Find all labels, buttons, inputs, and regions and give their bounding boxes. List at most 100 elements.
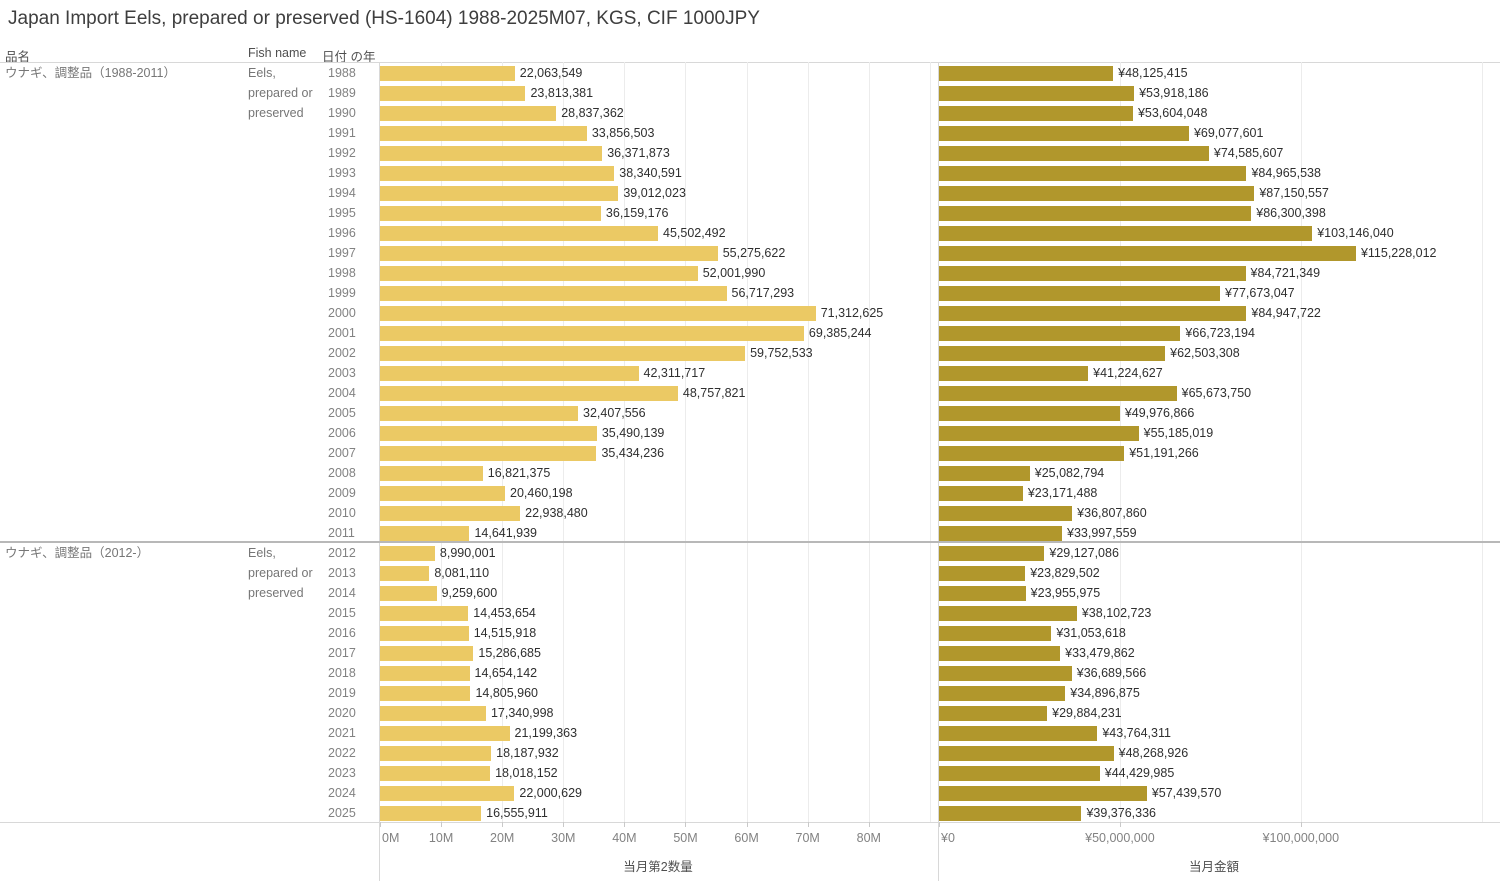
bar[interactable]	[380, 506, 521, 521]
year-label[interactable]: 2002	[328, 346, 356, 360]
year-label[interactable]: 2014	[328, 586, 356, 600]
bar[interactable]	[939, 346, 1166, 361]
bar[interactable]	[380, 466, 483, 481]
fish-name-header[interactable]: prepared or	[248, 566, 313, 580]
year-label[interactable]: 2011	[328, 526, 355, 540]
bar[interactable]	[939, 526, 1063, 541]
fish-name-header[interactable]: preserved	[248, 586, 304, 600]
bar[interactable]	[939, 566, 1026, 581]
year-label[interactable]: 2018	[328, 666, 356, 680]
bar[interactable]	[939, 426, 1139, 441]
bar[interactable]	[939, 506, 1073, 521]
bar[interactable]	[380, 66, 515, 81]
bar[interactable]	[939, 306, 1247, 321]
bar[interactable]	[939, 686, 1066, 701]
year-label[interactable]: 1997	[328, 246, 356, 260]
bar[interactable]	[939, 406, 1120, 421]
year-label[interactable]: 2020	[328, 706, 356, 720]
year-label[interactable]: 2012	[328, 546, 356, 560]
bar[interactable]	[380, 446, 597, 461]
bar[interactable]	[939, 366, 1089, 381]
bar[interactable]	[380, 526, 470, 541]
bar[interactable]	[380, 686, 471, 701]
year-label[interactable]: 1994	[328, 186, 356, 200]
bar[interactable]	[380, 706, 486, 721]
year-label[interactable]: 2003	[328, 366, 356, 380]
bar[interactable]	[380, 806, 482, 821]
bar[interactable]	[380, 786, 515, 801]
bar[interactable]	[380, 346, 746, 361]
bar[interactable]	[939, 606, 1077, 621]
bar[interactable]	[380, 326, 804, 341]
year-label[interactable]: 2016	[328, 626, 356, 640]
bar[interactable]	[939, 546, 1045, 561]
bar[interactable]	[939, 146, 1209, 161]
year-label[interactable]: 2024	[328, 786, 356, 800]
year-label[interactable]: 2010	[328, 506, 356, 520]
bar[interactable]	[380, 286, 727, 301]
bar[interactable]	[380, 306, 816, 321]
product-name-header[interactable]: ウナギ、調整品（1988-2011）	[5, 66, 176, 80]
bar[interactable]	[939, 806, 1082, 821]
bar[interactable]	[939, 746, 1114, 761]
bar[interactable]	[939, 386, 1177, 401]
year-label[interactable]: 2019	[328, 686, 356, 700]
bar[interactable]	[939, 466, 1030, 481]
year-label[interactable]: 1999	[328, 286, 356, 300]
bar[interactable]	[939, 106, 1133, 121]
bar[interactable]	[380, 726, 510, 741]
fish-name-header[interactable]: Eels,	[248, 66, 276, 80]
bar[interactable]	[939, 766, 1100, 781]
bar[interactable]	[939, 206, 1252, 221]
bar[interactable]	[380, 486, 505, 501]
year-label[interactable]: 2017	[328, 646, 356, 660]
fish-name-header[interactable]: Eels,	[248, 546, 276, 560]
year-label[interactable]: 2004	[328, 386, 356, 400]
bar[interactable]	[939, 626, 1052, 641]
bar[interactable]	[380, 206, 601, 221]
bar[interactable]	[939, 666, 1072, 681]
year-label[interactable]: 2008	[328, 466, 356, 480]
bar[interactable]	[380, 646, 474, 661]
year-label[interactable]: 2001	[328, 326, 356, 340]
bar[interactable]	[939, 66, 1114, 81]
year-label[interactable]: 2006	[328, 426, 356, 440]
bar[interactable]	[380, 166, 615, 181]
year-label[interactable]: 1996	[328, 226, 356, 240]
bar[interactable]	[939, 586, 1026, 601]
year-label[interactable]: 1993	[328, 166, 356, 180]
bar[interactable]	[380, 606, 469, 621]
bar[interactable]	[939, 486, 1023, 501]
bar[interactable]	[939, 726, 1098, 741]
bar[interactable]	[380, 386, 678, 401]
bar[interactable]	[380, 746, 492, 761]
bar[interactable]	[939, 246, 1356, 261]
bar[interactable]	[939, 446, 1125, 461]
bar[interactable]	[380, 546, 435, 561]
year-label[interactable]: 2013	[328, 566, 356, 580]
year-label[interactable]: 1990	[328, 106, 356, 120]
year-label[interactable]: 2000	[328, 306, 356, 320]
bar[interactable]	[380, 146, 603, 161]
bar[interactable]	[939, 286, 1221, 301]
bar[interactable]	[380, 106, 557, 121]
bar[interactable]	[380, 366, 639, 381]
bar[interactable]	[939, 786, 1147, 801]
bar[interactable]	[380, 246, 718, 261]
bar[interactable]	[939, 186, 1255, 201]
year-label[interactable]: 2015	[328, 606, 356, 620]
year-label[interactable]: 2023	[328, 766, 356, 780]
bar[interactable]	[380, 266, 698, 281]
year-label[interactable]: 1992	[328, 146, 356, 160]
bar[interactable]	[380, 186, 619, 201]
bar[interactable]	[380, 626, 469, 641]
year-label[interactable]: 1989	[328, 86, 356, 100]
year-label[interactable]: 1991	[328, 126, 356, 140]
year-label[interactable]: 2022	[328, 746, 356, 760]
year-label[interactable]: 2005	[328, 406, 356, 420]
bar[interactable]	[939, 126, 1189, 141]
year-label[interactable]: 2009	[328, 486, 356, 500]
bar[interactable]	[939, 266, 1246, 281]
year-label[interactable]: 2025	[328, 806, 356, 820]
year-label[interactable]: 1988	[328, 66, 356, 80]
